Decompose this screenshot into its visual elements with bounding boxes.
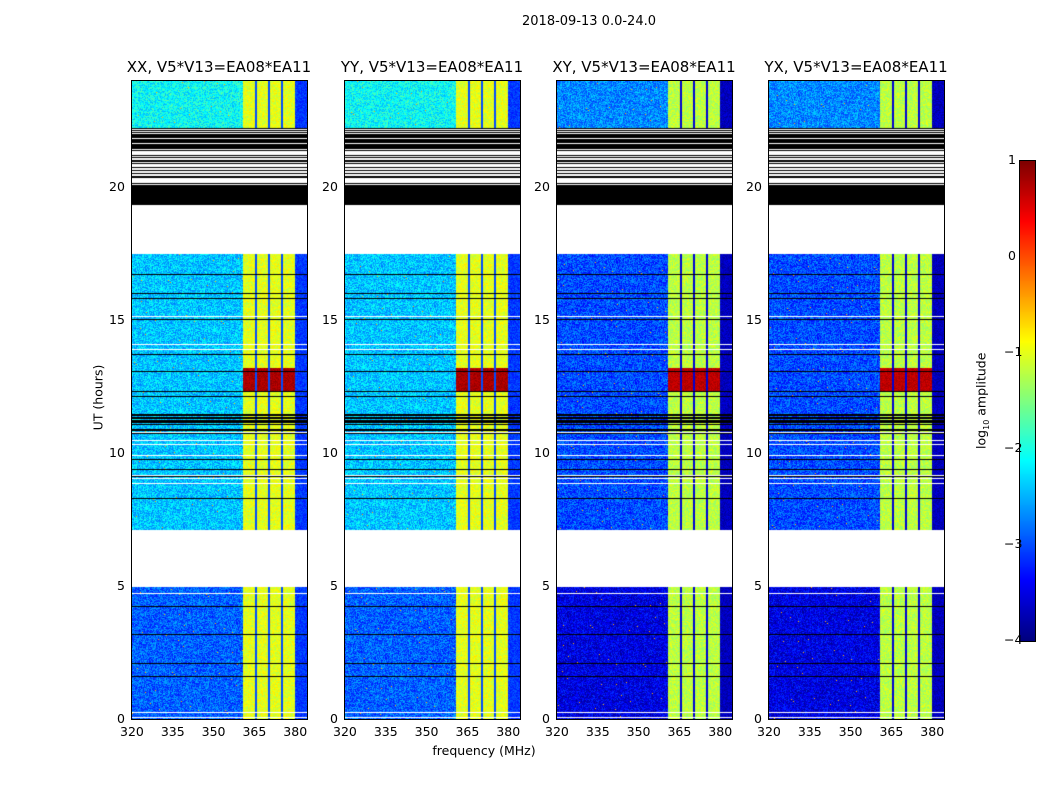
y-tick-label: 20 bbox=[746, 179, 762, 195]
y-tick-label: 0 bbox=[754, 711, 762, 726]
x-tick-label: 335 bbox=[797, 724, 822, 739]
heatmap-image-1 bbox=[345, 81, 520, 719]
x-tick-label: 335 bbox=[160, 724, 185, 739]
y-axis-label: UT (hours) bbox=[90, 364, 106, 431]
y-tick-label: 15 bbox=[109, 312, 125, 328]
x-tick-label: 350 bbox=[201, 724, 226, 739]
colorbar-tick-label: −2 bbox=[1004, 440, 1023, 455]
y-tick-label: 20 bbox=[109, 179, 125, 195]
y-tick-label: 20 bbox=[534, 179, 550, 195]
y-tick-label: 0 bbox=[330, 711, 338, 726]
colorbar-tick-label: −1 bbox=[1004, 344, 1023, 359]
x-tick-label: 365 bbox=[455, 724, 480, 739]
colorbar-tick-label: −4 bbox=[1004, 632, 1023, 647]
x-tick-label: 365 bbox=[879, 724, 904, 739]
x-tick-label: 350 bbox=[626, 724, 651, 739]
panel-title-0: XX, V5*V13=EA08*EA11 bbox=[126, 58, 312, 76]
y-tick-label: 15 bbox=[746, 312, 762, 328]
heatmap-image-0 bbox=[132, 81, 307, 719]
y-tick-label: 0 bbox=[117, 711, 125, 726]
x-tick-label: 320 bbox=[333, 724, 357, 739]
x-tick-label: 365 bbox=[242, 724, 267, 739]
heatmap-panel-2 bbox=[556, 80, 733, 720]
y-tick-label: 15 bbox=[534, 312, 550, 328]
x-tick-label: 320 bbox=[545, 724, 569, 739]
y-tick-label: 10 bbox=[322, 445, 338, 461]
colorbar-tick-label: 1 bbox=[1008, 152, 1016, 167]
colorbar-tick-label: −3 bbox=[1004, 536, 1023, 551]
colorbar-tick-label: 0 bbox=[1008, 248, 1016, 263]
x-tick-label: 320 bbox=[757, 724, 781, 739]
x-tick-label: 335 bbox=[373, 724, 398, 739]
heatmap-panel-0 bbox=[131, 80, 308, 720]
y-tick-label: 10 bbox=[746, 445, 762, 461]
colorbar bbox=[1019, 160, 1036, 642]
y-tick-label: 20 bbox=[322, 179, 338, 195]
panel-title-1: YY, V5*V13=EA08*EA11 bbox=[340, 58, 524, 76]
figure-title: 2018-09-13 0.0-24.0 bbox=[522, 14, 656, 29]
x-axis-label: frequency (MHz) bbox=[432, 743, 536, 758]
x-tick-label: 335 bbox=[585, 724, 610, 739]
heatmap-image-3 bbox=[769, 81, 944, 719]
x-tick-label: 350 bbox=[414, 724, 439, 739]
y-tick-label: 5 bbox=[754, 578, 762, 594]
colorbar-label: log10 amplitude bbox=[973, 352, 991, 449]
y-tick-label: 0 bbox=[542, 711, 550, 726]
y-tick-label: 5 bbox=[117, 578, 125, 594]
panel-title-2: XY, V5*V13=EA08*EA11 bbox=[552, 58, 736, 76]
heatmap-panel-3 bbox=[768, 80, 945, 720]
panel-title-3: YX, V5*V13=EA08*EA11 bbox=[764, 58, 948, 76]
y-tick-label: 5 bbox=[542, 578, 550, 594]
y-tick-label: 10 bbox=[534, 445, 550, 461]
x-tick-label: 320 bbox=[120, 724, 144, 739]
y-tick-label: 15 bbox=[322, 312, 338, 328]
heatmap-image-2 bbox=[557, 81, 732, 719]
x-tick-label: 380 bbox=[708, 724, 733, 739]
y-tick-label: 5 bbox=[330, 578, 338, 594]
x-tick-label: 380 bbox=[283, 724, 308, 739]
x-tick-label: 350 bbox=[838, 724, 863, 739]
x-tick-label: 380 bbox=[920, 724, 945, 739]
heatmap-panel-1 bbox=[344, 80, 521, 720]
y-tick-label: 10 bbox=[109, 445, 125, 461]
x-tick-label: 365 bbox=[667, 724, 692, 739]
x-tick-label: 380 bbox=[496, 724, 521, 739]
